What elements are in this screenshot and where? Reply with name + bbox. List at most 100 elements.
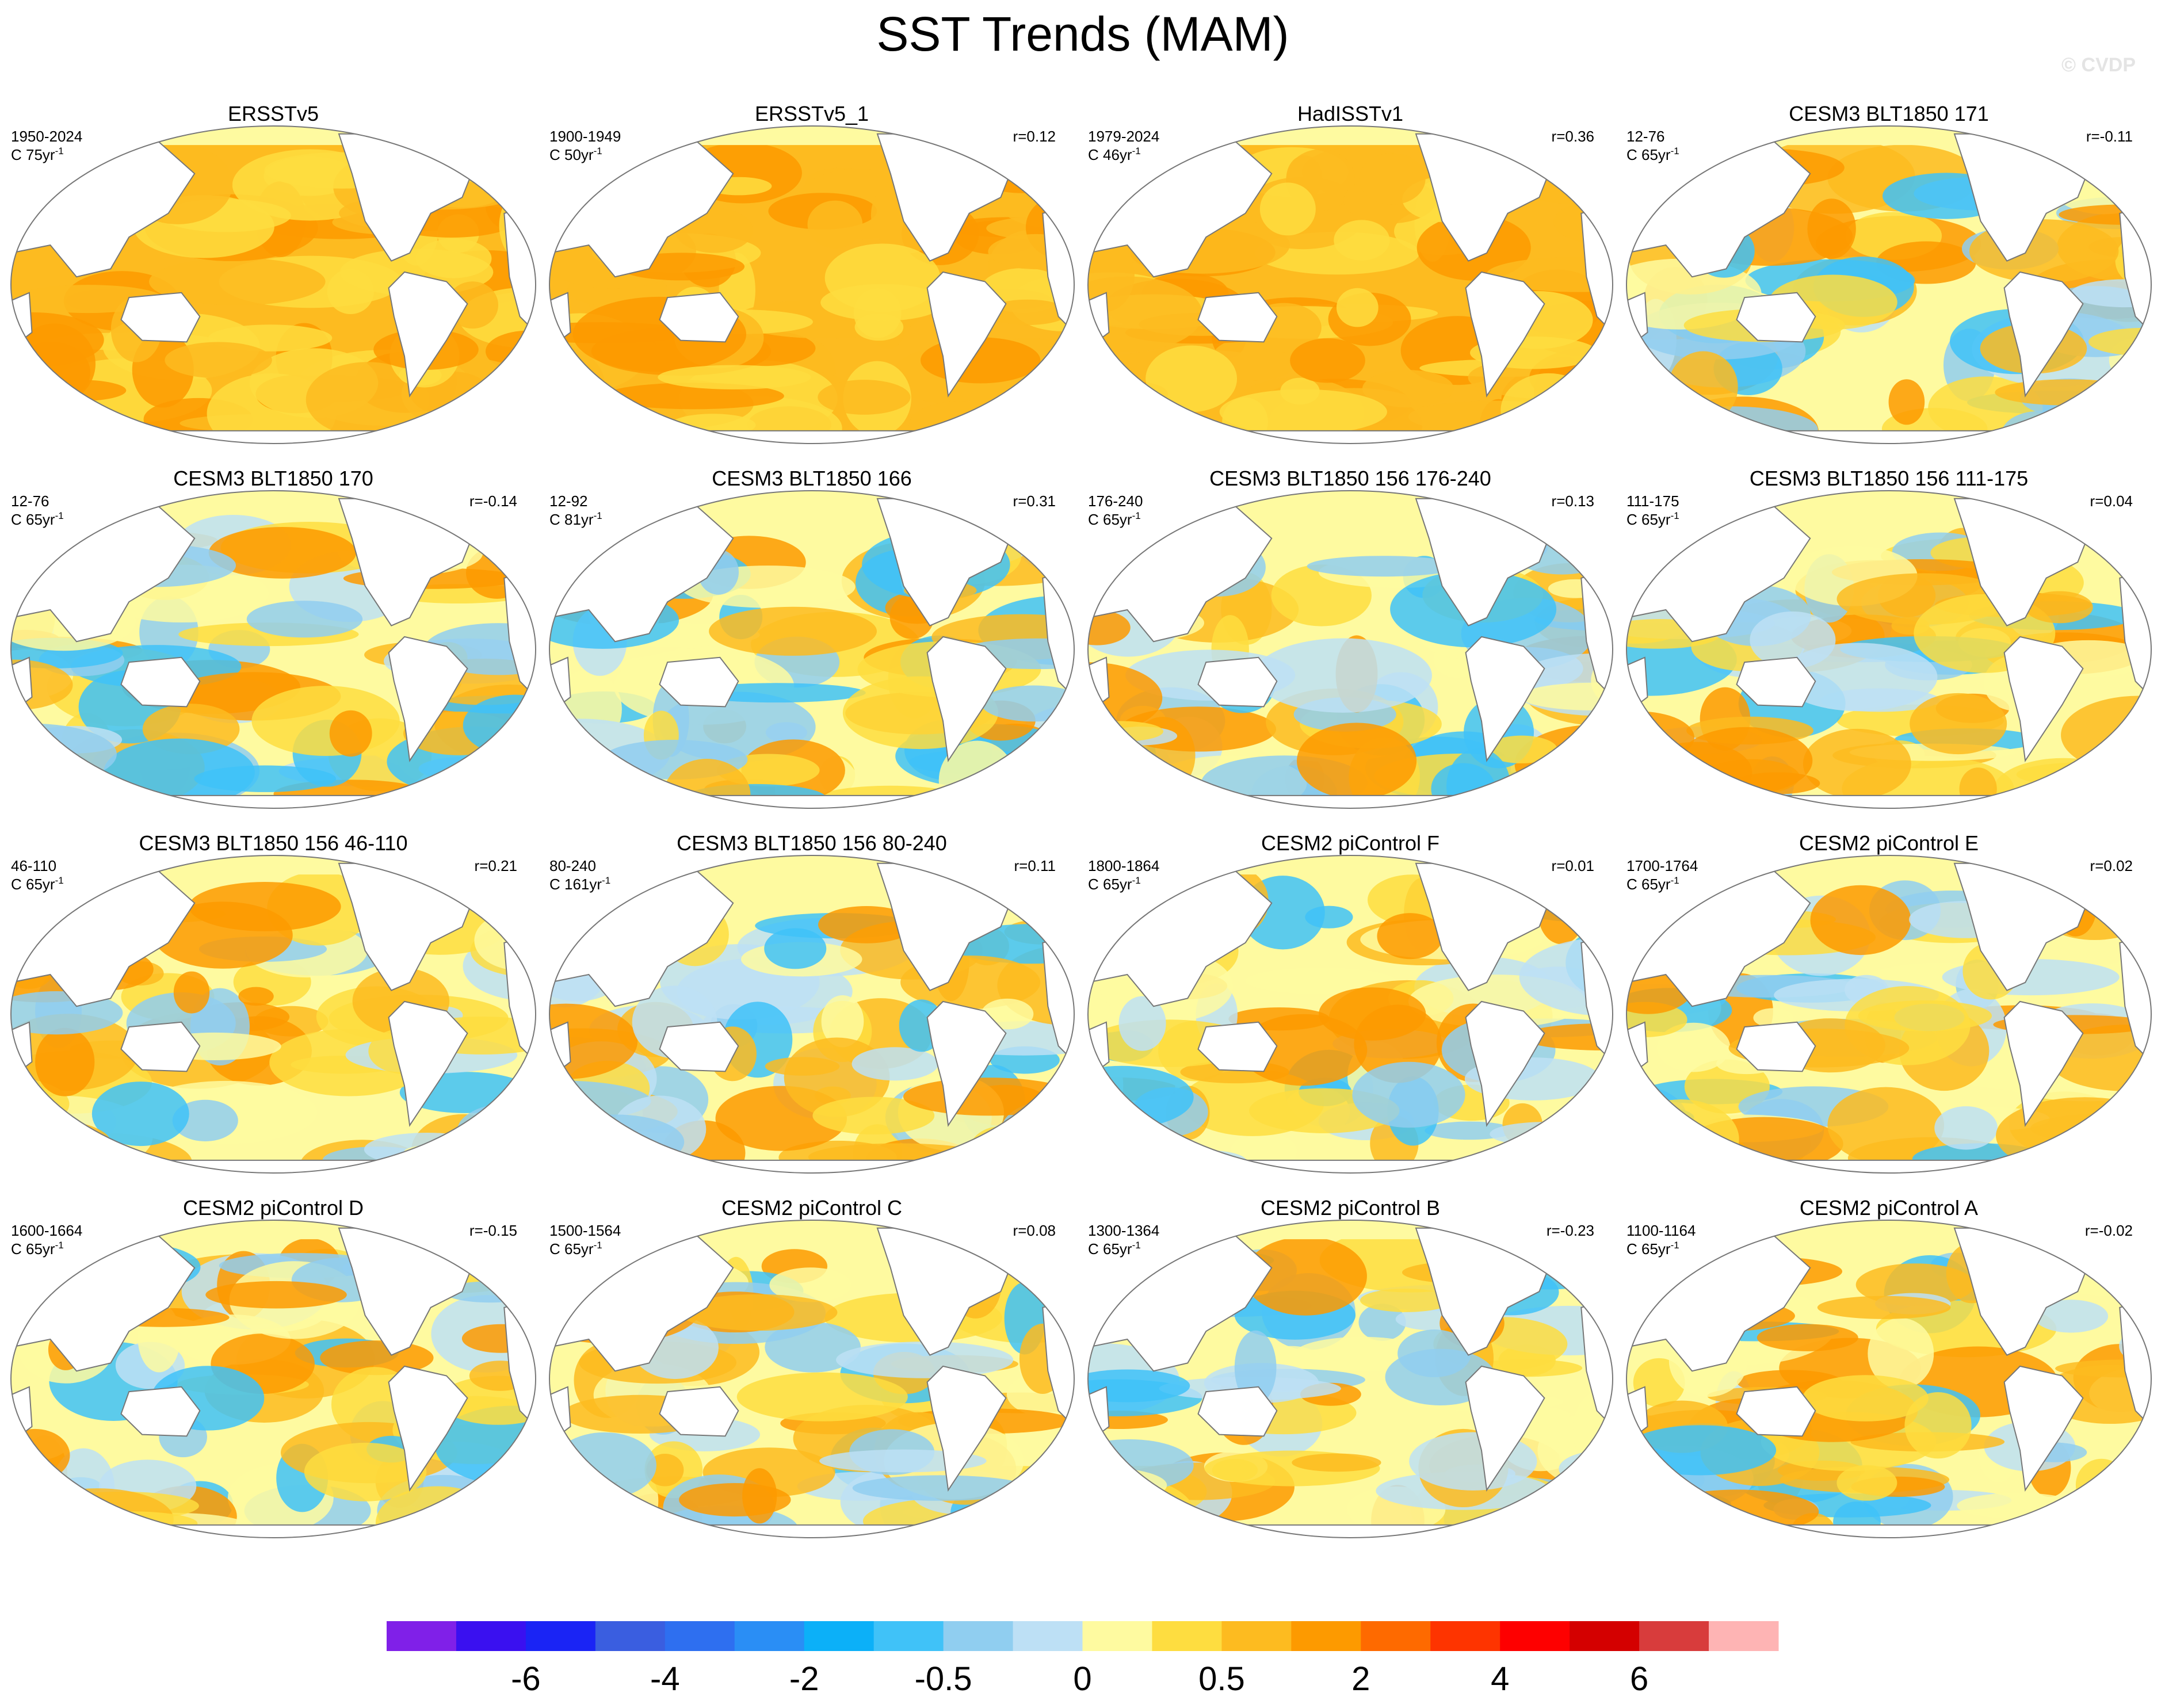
sst-region [1910,693,2007,755]
period: 1700-1764 [1626,857,1698,874]
land [1088,1524,1613,1538]
colorbar-swatch [943,1621,1014,1651]
trend-length: C 50yr-1 [549,146,602,163]
trend-length: C 65yr-1 [1626,510,1679,528]
arctic [1626,491,2151,510]
map-outline [549,125,1075,444]
pattern-correlation: r=0.13 [1552,492,1594,510]
sst-region [549,1489,621,1538]
sst-region [769,1267,852,1302]
arctic [11,855,536,875]
sst-region [549,751,602,774]
colorbar-swatch [804,1621,875,1651]
sst-region [986,299,1069,326]
panel-title: CESM3 BLT1850 170 [173,467,373,490]
land [11,794,536,808]
period: 1800-1864 [1088,857,1159,874]
sst-region [1803,728,1911,799]
sst-region [35,1027,95,1096]
watermark: © CVDP [2061,54,2136,76]
map-panel: CESM3 BLT1850 166 12-92C 81yr-1 r=0.31 [549,467,1075,809]
arctic [549,491,1074,510]
sst-region [11,166,68,194]
sst-region [1934,1106,1998,1150]
sst-region [549,165,610,188]
period: 1100-1164 [1626,1222,1696,1239]
pattern-correlation: r=-0.11 [2086,128,2133,145]
sst-region [1997,1147,2151,1173]
sst-region [404,1141,536,1161]
sst-region [1807,198,1856,259]
land [2003,1365,2084,1492]
sst-region [1500,373,1597,444]
sst-region [1297,723,1417,799]
land [1736,1386,1816,1437]
sst-region [836,1341,1014,1378]
sst-region [1888,379,1925,425]
sst-region [1088,1439,1194,1492]
trend-length: C 65yr-1 [1626,1240,1679,1258]
sst-region [821,995,864,1048]
sst-region [1502,769,1613,803]
panel-title: CESM2 piControl C [721,1196,902,1220]
sst-region [1753,1008,1794,1028]
arctic [11,126,536,146]
land [1736,1021,1816,1072]
trend-length: C 65yr-1 [549,1240,602,1258]
land [120,656,201,708]
land [11,1524,536,1538]
sst-region [1307,556,1460,577]
land [1197,656,1278,708]
sst-region [1957,1493,2079,1519]
sst-region [549,770,602,808]
trend-length: C 65yr-1 [1088,875,1141,893]
land [1465,1000,1545,1127]
colorbar-label: -4 [650,1660,680,1698]
sst-region [1858,1000,1992,1031]
trend-length-exponent: -1 [1132,146,1141,156]
map [1626,1220,2151,1538]
sst-region [463,694,536,756]
panel-title: CESM3 BLT1850 171 [1789,102,1989,125]
land [2003,636,2084,762]
land [549,1159,1074,1173]
sst-region [2071,279,2151,308]
period: 1950-2024 [11,128,82,145]
sst-region [1360,1288,1453,1312]
sst-region [1336,288,1379,327]
sst-region [852,1047,938,1081]
sst-region [11,1492,80,1515]
sst-region [1088,1065,1194,1129]
colorbar-label: 0.5 [1198,1660,1245,1698]
trend-length-text: C 65yr [1088,876,1132,893]
colorbar-swatch [1709,1621,1779,1651]
sst-region [2016,762,2151,787]
map [1088,1220,1613,1538]
sst-region [1244,1236,1367,1316]
map-outline [10,1220,536,1538]
sst-region [149,258,326,306]
trend-length-text: C 81yr [549,511,594,528]
sst-region [1522,397,1613,444]
sst-region [1219,389,1387,434]
sst-region [2069,393,2116,444]
sst-region [1292,1453,1381,1472]
sst-region [1234,1330,1277,1405]
colorbar-label: -6 [511,1660,541,1698]
period: 46-110 [11,857,56,874]
sst-region [1559,1450,1613,1488]
sst-region [1817,1296,1951,1319]
colorbar-swatch [1500,1621,1570,1651]
arctic [1088,1220,1613,1240]
map [1088,126,1613,444]
sst-region [1836,1465,1897,1501]
